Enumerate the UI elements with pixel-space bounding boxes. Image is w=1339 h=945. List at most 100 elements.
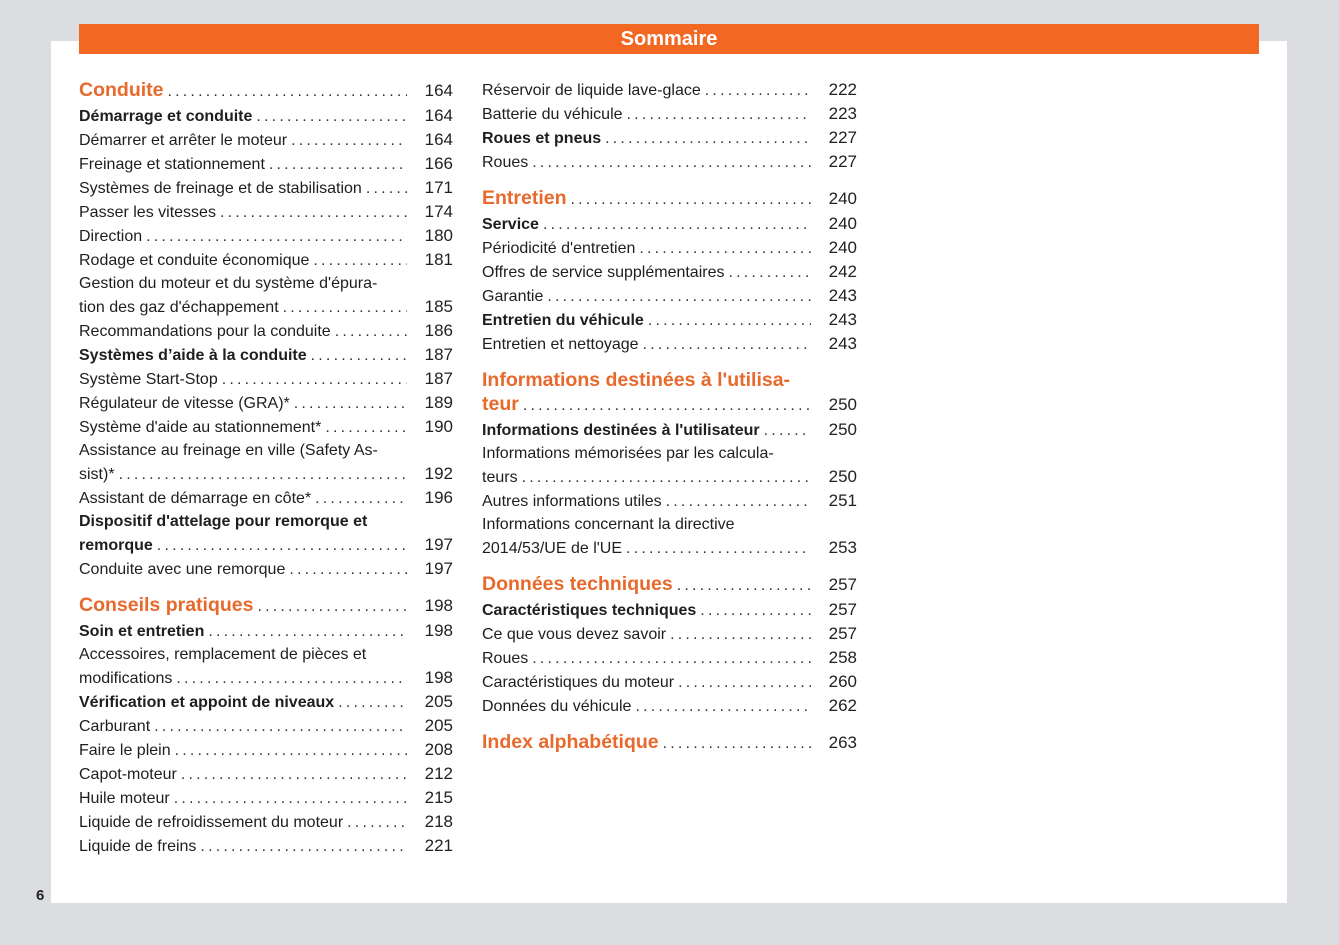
toc-item[interactable]: Conduite avec une remorque 197 xyxy=(79,557,453,581)
toc-entry-text: Informations concernant la directive xyxy=(482,516,735,533)
dot-leader xyxy=(543,213,811,236)
toc-item[interactable]: Liquide de freins 221 xyxy=(79,834,453,858)
toc-page-number: 250 xyxy=(828,420,857,439)
toc-entry-line: Ce que vous devez savoir 257 xyxy=(482,622,857,646)
toc-item[interactable]: Freinage et stationnement 166 xyxy=(79,152,453,176)
toc-item[interactable]: Batterie du véhicule 223 xyxy=(482,102,857,126)
toc-page-number: 258 xyxy=(828,648,857,667)
toc-entry-text: Recommandations pour la conduite xyxy=(79,323,331,340)
toc-entry-line: Régulateur de vitesse (GRA)* 189 xyxy=(79,391,453,415)
toc-section[interactable]: Entretien du véhicule 243 xyxy=(482,308,857,332)
toc-section[interactable]: Caractéristiques techniques 257 xyxy=(482,598,857,622)
toc-item[interactable]: Ce que vous devez savoir 257 xyxy=(482,622,857,646)
toc-item[interactable]: Caractéristiques du moteur 260 xyxy=(482,670,857,694)
toc-section[interactable]: Démarrage et conduite 164 xyxy=(79,104,453,128)
toc-entry-text: Systèmes d’aide à la conduite xyxy=(79,347,307,364)
toc-entry-line: Données du véhicule 262 xyxy=(482,694,857,718)
toc-page-number: 222 xyxy=(828,80,857,99)
dot-leader xyxy=(700,599,811,622)
toc-page-number: 164 xyxy=(424,106,453,125)
toc-entry-text: Vérification et appoint de niveaux xyxy=(79,694,335,711)
toc-section[interactable]: Service 240 xyxy=(482,212,857,236)
dot-leader xyxy=(315,487,407,510)
toc-entry-text: Roues et pneus xyxy=(482,130,602,147)
toc-entry-line: Passer les vitesses 174 xyxy=(79,200,453,224)
toc-page-number: 240 xyxy=(828,189,857,208)
toc-item[interactable]: Garantie 243 xyxy=(482,284,857,308)
toc-item[interactable]: Roues 227 xyxy=(482,150,857,174)
toc-section[interactable]: Vérification et appoint de niveaux 205 xyxy=(79,690,453,714)
toc-section[interactable]: Roues et pneus 227 xyxy=(482,126,857,150)
dot-leader xyxy=(347,811,407,834)
toc-item[interactable]: Huile moteur 215 xyxy=(79,786,453,810)
toc-section[interactable]: Informations destinées à l'utilisateur 25… xyxy=(482,418,857,442)
dot-leader xyxy=(291,129,407,152)
dot-leader xyxy=(181,763,407,786)
toc-item[interactable]: Roues 258 xyxy=(482,646,857,670)
toc-item[interactable]: Offres de service supplémentaires 242 xyxy=(482,260,857,284)
toc-section[interactable]: Dispositif d'attelage pour remorque et re… xyxy=(79,510,453,557)
toc-item[interactable]: Données du véhicule 262 xyxy=(482,694,857,718)
toc-page-number: 197 xyxy=(424,535,453,554)
toc-item[interactable]: Système d'aide au stationnement* 190 xyxy=(79,415,453,439)
toc-chapter[interactable]: Entretien 240 xyxy=(482,186,857,212)
toc-chapter[interactable]: Conduite 164 xyxy=(79,78,453,104)
toc-section[interactable]: Systèmes d’aide à la conduite 187 xyxy=(79,343,453,367)
dot-leader xyxy=(222,368,407,391)
toc-entry-text: Roues xyxy=(482,154,529,171)
dot-leader xyxy=(154,715,407,738)
toc-item[interactable]: Direction 180 xyxy=(79,224,453,248)
toc-item[interactable]: Système Start-Stop 187 xyxy=(79,367,453,391)
toc-entry-text: Index alphabétique xyxy=(482,731,659,753)
toc-item[interactable]: Assistant de démarrage en côte* 196 xyxy=(79,486,453,510)
toc-item[interactable]: Recommandations pour la conduite 186 xyxy=(79,319,453,343)
toc-entry-line: sist)* 192 xyxy=(79,462,453,486)
toc-item[interactable]: Carburant 205 xyxy=(79,714,453,738)
toc-entry-text: Assistance au freinage en ville (Safety … xyxy=(79,442,378,459)
toc-chapter[interactable]: Conseils pratiques 198 xyxy=(79,593,453,619)
toc-entry-text: Huile moteur xyxy=(79,790,170,807)
toc-entry-line: teurs 250 xyxy=(482,465,857,489)
toc-item[interactable]: Entretien et nettoyage 243 xyxy=(482,332,857,356)
toc-entry-line: tion des gaz d'échappement 185 xyxy=(79,295,453,319)
toc-item[interactable]: Informations mémorisées par les calcula-… xyxy=(482,442,857,489)
toc-item[interactable]: Périodicité d'entretien 240 xyxy=(482,236,857,260)
toc-entry-text: Liquide de freins xyxy=(79,838,197,855)
toc-item[interactable]: Accessoires, remplacement de pièces et mo… xyxy=(79,643,453,690)
toc-page-number: 185 xyxy=(424,297,453,316)
toc-entry-line: Systèmes de freinage et de stabilisation… xyxy=(79,176,453,200)
toc-item[interactable]: Réservoir de liquide lave-glace 222 xyxy=(482,78,857,102)
toc-item[interactable]: Capot-moteur 212 xyxy=(79,762,453,786)
toc-item[interactable]: Assistance au freinage en ville (Safety … xyxy=(79,439,453,486)
toc-item[interactable]: Passer les vitesses 174 xyxy=(79,200,453,224)
toc-item[interactable]: Faire le plein 208 xyxy=(79,738,453,762)
toc-item[interactable]: Gestion du moteur et du système d'épura-… xyxy=(79,272,453,319)
toc-item[interactable]: Informations concernant la directive 2014… xyxy=(482,513,857,560)
toc-item[interactable]: Systèmes de freinage et de stabilisation… xyxy=(79,176,453,200)
dot-leader xyxy=(764,419,811,442)
toc-entry-text: Carburant xyxy=(79,718,151,735)
toc-entry-text: teur xyxy=(482,393,519,415)
dot-leader xyxy=(289,558,407,581)
toc-page-number: 180 xyxy=(424,226,453,245)
toc-chapter[interactable]: Données techniques 257 xyxy=(482,572,857,598)
dot-leader xyxy=(605,127,811,150)
toc-entry-line: Huile moteur 215 xyxy=(79,786,453,810)
toc-item[interactable]: Démarrer et arrêter le moteur 164 xyxy=(79,128,453,152)
dot-leader xyxy=(705,79,811,102)
toc-item[interactable]: Rodage et conduite économique 181 xyxy=(79,248,453,272)
page-number: 6 xyxy=(36,887,45,904)
dot-leader xyxy=(648,309,811,332)
toc-entry-line: remorque 197 xyxy=(79,533,453,557)
toc-section[interactable]: Soin et entretien 198 xyxy=(79,619,453,643)
toc-item[interactable]: Liquide de refroidissement du moteur 218 xyxy=(79,810,453,834)
toc-entry-text: tion des gaz d'échappement xyxy=(79,299,279,316)
toc-page-number: 186 xyxy=(424,321,453,340)
toc-chapter[interactable]: Index alphabétique 263 xyxy=(482,730,857,756)
toc-page-number: 243 xyxy=(828,310,857,329)
toc-page-number: 257 xyxy=(828,575,857,594)
toc-entry-text: Batterie du véhicule xyxy=(482,106,623,123)
toc-item[interactable]: Autres informations utiles 251 xyxy=(482,489,857,513)
toc-item[interactable]: Régulateur de vitesse (GRA)* 189 xyxy=(79,391,453,415)
toc-chapter[interactable]: Informations destinées à l'utilisa-teur 2… xyxy=(482,368,857,418)
